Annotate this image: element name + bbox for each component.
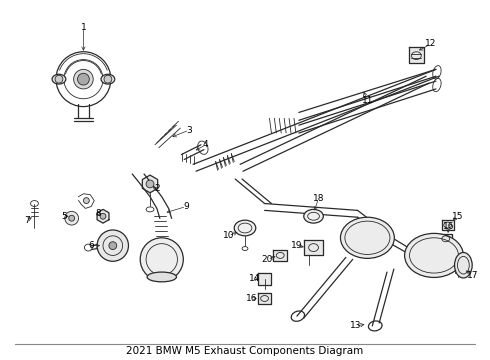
Ellipse shape: [405, 233, 464, 278]
Circle shape: [77, 73, 89, 85]
Circle shape: [140, 238, 183, 281]
Ellipse shape: [52, 74, 66, 84]
Ellipse shape: [341, 217, 394, 258]
Polygon shape: [304, 240, 323, 256]
Text: 5: 5: [61, 212, 67, 221]
Circle shape: [69, 215, 74, 221]
Text: 7: 7: [24, 216, 29, 225]
Text: 11: 11: [362, 96, 373, 105]
Polygon shape: [143, 175, 158, 193]
Text: 14: 14: [249, 274, 261, 283]
Polygon shape: [97, 210, 109, 223]
Text: 1: 1: [80, 23, 86, 32]
Circle shape: [109, 242, 117, 249]
Circle shape: [65, 211, 78, 225]
Text: 16: 16: [246, 294, 258, 303]
Circle shape: [83, 198, 89, 203]
Circle shape: [104, 75, 112, 83]
Circle shape: [74, 69, 93, 89]
Ellipse shape: [304, 210, 323, 223]
Polygon shape: [258, 293, 271, 305]
Ellipse shape: [455, 252, 472, 278]
Ellipse shape: [234, 220, 256, 236]
Ellipse shape: [101, 74, 115, 84]
Text: 18: 18: [313, 194, 324, 203]
Text: 13: 13: [350, 321, 362, 330]
Text: 17: 17: [467, 270, 479, 279]
Text: 4: 4: [203, 140, 209, 149]
Text: 19: 19: [291, 241, 303, 250]
Circle shape: [97, 230, 128, 261]
Circle shape: [55, 75, 63, 83]
Text: 2021 BMW M5 Exhaust Components Diagram: 2021 BMW M5 Exhaust Components Diagram: [126, 346, 364, 356]
Text: 2: 2: [154, 184, 160, 193]
Polygon shape: [409, 47, 424, 63]
Text: 12: 12: [425, 39, 437, 48]
Text: 15: 15: [452, 212, 463, 221]
Polygon shape: [258, 273, 271, 285]
Text: 8: 8: [95, 209, 101, 218]
Polygon shape: [442, 220, 454, 230]
Text: 16: 16: [443, 221, 454, 230]
Circle shape: [100, 213, 106, 219]
Text: 6: 6: [88, 241, 94, 250]
Polygon shape: [273, 249, 287, 261]
Polygon shape: [440, 234, 452, 244]
Text: 3: 3: [186, 126, 192, 135]
Text: 9: 9: [183, 202, 189, 211]
Circle shape: [146, 180, 154, 188]
Text: 10: 10: [222, 231, 234, 240]
Text: 20: 20: [262, 255, 273, 264]
Ellipse shape: [147, 272, 176, 282]
